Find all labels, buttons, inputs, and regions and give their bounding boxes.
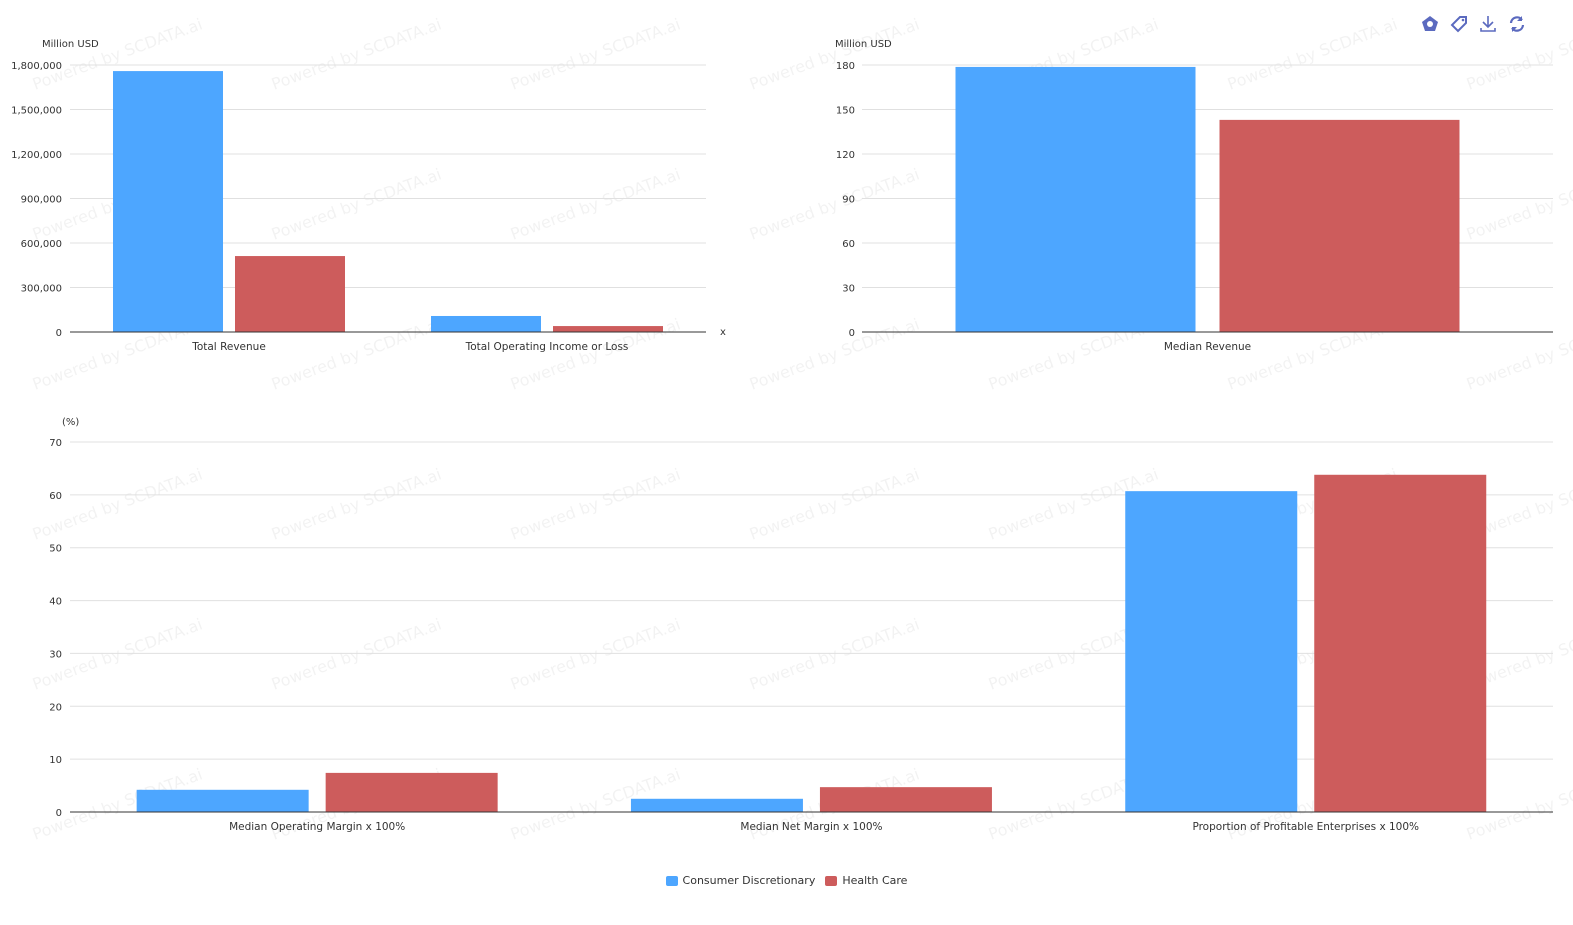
y-tick-label: 50	[49, 544, 62, 555]
y-tick-label: 60	[49, 491, 62, 502]
chart-panel-2: 0 30 60 90 120 150 180 Million USD Median Revenu…	[835, 39, 1553, 353]
x-tick-label: Median Revenue	[1164, 341, 1251, 353]
y-tick-label: 300,000	[21, 284, 62, 295]
bar-consumer-discretionary	[136, 789, 309, 812]
y-tick-label: 90	[842, 195, 855, 206]
x-tick-label: Total Operating Income or Loss	[465, 341, 629, 353]
legend-item-consumer-discretionary[interactable]: Consumer Discretionary	[665, 874, 816, 887]
y-tick-label: 900,000	[21, 195, 62, 206]
bar-consumer-discretionary	[630, 798, 803, 812]
download-icon[interactable]	[1478, 14, 1498, 34]
bar-health-care	[553, 326, 663, 332]
theme-icon[interactable]	[1420, 14, 1440, 34]
bar-consumer-discretionary	[431, 315, 541, 332]
y-tick-label: 40	[49, 597, 62, 608]
x-tick-label: Median Operating Margin x 100%	[229, 821, 405, 833]
y-tick-label: 120	[836, 150, 855, 161]
refresh-icon[interactable]	[1507, 14, 1527, 34]
y-tick-label: 30	[842, 284, 855, 295]
legend-swatch	[665, 875, 678, 886]
y-tick-label: 0	[56, 328, 62, 339]
bar-consumer-discretionary	[113, 71, 223, 332]
y-tick-label: 1,500,000	[11, 106, 62, 117]
y-tick-label: 1,200,000	[11, 150, 62, 161]
x-axis-label: x	[720, 327, 726, 338]
y-tick-label: 180	[836, 61, 855, 72]
y-tick-label: 20	[49, 702, 62, 713]
bar-consumer-discretionary	[1125, 491, 1298, 812]
bar-health-care	[1314, 474, 1487, 812]
tag-icon[interactable]	[1449, 14, 1469, 34]
x-tick-label: Total Revenue	[191, 341, 266, 353]
chart-panel-3: 0 10 20 30 40 50 60 70(%) Median Operating Margi…	[49, 417, 1553, 833]
x-tick-label: Proportion of Profitable Enterprises x 1…	[1192, 821, 1419, 833]
bar-health-care	[235, 256, 345, 332]
bar-health-care	[819, 787, 992, 812]
bar-health-care	[325, 772, 498, 812]
x-tick-label: Median Net Margin x 100%	[740, 821, 882, 833]
y-axis-label: Million USD	[42, 39, 99, 50]
chart-toolbar	[1420, 14, 1527, 34]
y-axis-label: (%)	[62, 417, 79, 428]
legend-label: Health Care	[842, 874, 908, 887]
y-axis-label: Million USD	[835, 39, 892, 50]
legend-swatch	[825, 875, 838, 886]
legend-label: Consumer Discretionary	[682, 874, 816, 887]
y-tick-label: 60	[842, 239, 855, 250]
chart-panel-1: 0 300,000 600,000 900,000 1,200,000 1,500,000…	[11, 39, 726, 353]
bar-health-care	[1219, 119, 1460, 332]
y-tick-label: 0	[849, 328, 855, 339]
y-tick-label: 600,000	[21, 239, 62, 250]
y-tick-label: 70	[49, 438, 62, 449]
legend: Consumer Discretionary Health Care	[0, 874, 1573, 887]
y-tick-label: 30	[49, 649, 62, 660]
y-tick-label: 10	[49, 755, 62, 766]
y-tick-label: 1,800,000	[11, 61, 62, 72]
bar-consumer-discretionary	[955, 66, 1196, 332]
y-tick-label: 0	[56, 808, 62, 819]
legend-item-health-care[interactable]: Health Care	[825, 874, 907, 887]
y-tick-label: 150	[836, 106, 855, 117]
